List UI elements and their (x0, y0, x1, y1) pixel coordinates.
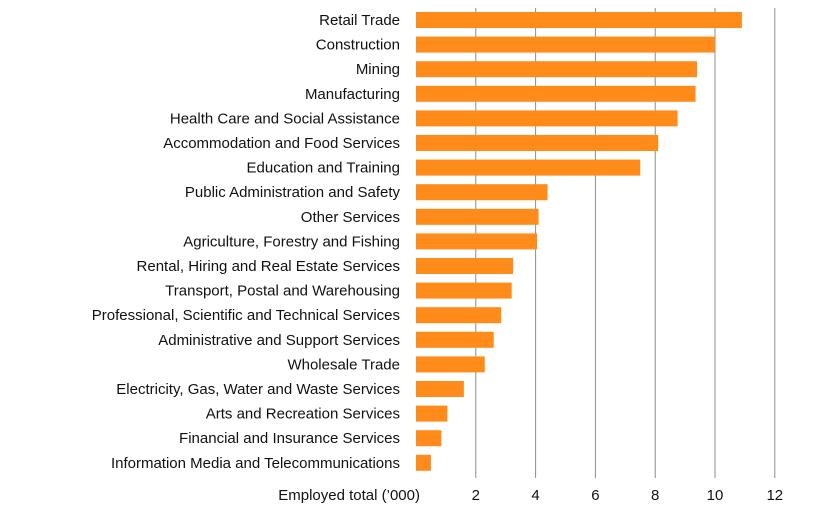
category-label: Arts and Recreation Services (206, 406, 400, 423)
bar (416, 208, 539, 225)
category-label: Rental, Hiring and Real Estate Services (137, 258, 400, 275)
category-label: Agriculture, Forestry and Fishing (183, 233, 400, 250)
bars (416, 12, 742, 471)
category-label: Health Care and Social Assistance (170, 110, 400, 127)
bar (416, 356, 485, 373)
category-label: Mining (356, 61, 400, 78)
bar (416, 282, 512, 299)
category-label: Other Services (301, 209, 400, 226)
bar (416, 381, 464, 397)
category-label: Financial and Insurance Services (179, 430, 400, 447)
bar (416, 135, 659, 151)
x-tick-label: 10 (707, 487, 724, 504)
x-tick-label: 2 (472, 487, 480, 504)
x-axis-ticks: 2 4 6 8 10 12 (472, 487, 784, 504)
category-label: Education and Training (247, 160, 400, 177)
category-label: Administrative and Support Services (158, 332, 400, 349)
bar (416, 61, 698, 78)
bar (416, 12, 742, 28)
bar (416, 331, 494, 348)
category-label: Retail Trade (319, 12, 400, 29)
bar (416, 159, 641, 176)
category-label: Accommodation and Food Services (163, 135, 400, 152)
category-label: Electricity, Gas, Water and Waste Servic… (116, 381, 400, 398)
x-tick-label: 8 (651, 487, 659, 504)
x-tick-label: 4 (531, 487, 539, 504)
category-labels: Retail Trade Construction Mining Manufactur… (92, 12, 401, 472)
x-tick-label: 6 (591, 487, 599, 504)
bar (416, 36, 715, 53)
category-label: Manufacturing (305, 86, 400, 103)
category-label: Professional, Scientific and Technical S… (92, 307, 400, 324)
category-label: Construction (316, 37, 400, 54)
bar (416, 307, 502, 324)
bar (416, 85, 696, 102)
x-tick-label: 12 (766, 487, 783, 504)
bar (416, 184, 548, 201)
bar (416, 430, 442, 447)
x-axis-title: Employed total (’000) (278, 487, 420, 504)
bar (416, 233, 538, 250)
bar (416, 110, 678, 127)
category-label: Public Administration and Safety (185, 184, 401, 201)
category-label: Information Media and Telecommunications (111, 455, 400, 472)
bar (416, 405, 448, 422)
category-label: Transport, Postal and Warehousing (165, 283, 400, 300)
bar (416, 454, 431, 471)
bar (416, 258, 514, 274)
category-label: Wholesale Trade (287, 356, 400, 373)
